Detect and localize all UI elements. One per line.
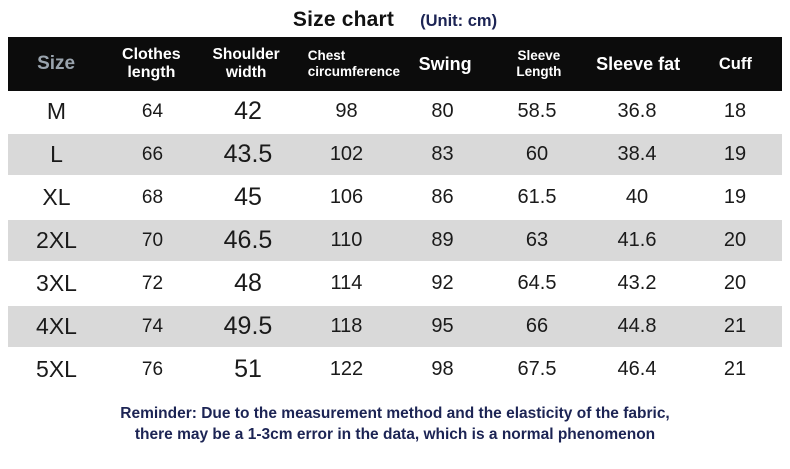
page-title: Size chart bbox=[292, 8, 395, 31]
table-cell: 67.5 bbox=[517, 358, 557, 380]
table-row: 3XL 72 48 114 92 64.5 43.2 20 bbox=[8, 263, 782, 306]
table-cell: 3XL bbox=[36, 270, 77, 296]
table-cell: 36.8 bbox=[617, 100, 657, 122]
header-cell: Clothes length bbox=[122, 45, 181, 81]
table-header-row: Size Clothes length Shoulder width Chest circu… bbox=[8, 37, 782, 91]
table-cell: 70 bbox=[141, 229, 164, 251]
table-cell: 20 bbox=[723, 272, 747, 294]
unit-label: (Unit: cm) bbox=[420, 12, 498, 30]
table-cell: 98 bbox=[335, 100, 358, 122]
table-cell: 72 bbox=[141, 272, 164, 294]
table-cell: 21 bbox=[723, 315, 747, 337]
table-row: 5XL 76 51 122 98 67.5 46.4 21 bbox=[8, 349, 782, 392]
table-cell: 60 bbox=[525, 143, 549, 165]
table-cell: 4XL bbox=[36, 313, 77, 339]
header-cell: Swing bbox=[418, 53, 472, 74]
reminder-line-2: there may be a 1-3cm error in the data, … bbox=[134, 425, 656, 443]
table-cell: 114 bbox=[330, 272, 363, 294]
table-cell: 43.5 bbox=[223, 140, 273, 168]
table-row: 2XL 70 46.5 110 89 63 41.6 20 bbox=[8, 220, 782, 263]
table-cell: 58.5 bbox=[517, 100, 557, 122]
table-cell: 43.2 bbox=[617, 272, 657, 294]
table-cell: 92 bbox=[431, 272, 454, 294]
table-cell: 80 bbox=[431, 100, 454, 122]
table-cell: 76 bbox=[141, 358, 164, 380]
table-cell: 102 bbox=[329, 143, 364, 165]
table-cell: 21 bbox=[723, 358, 747, 380]
table-cell: 66 bbox=[525, 315, 549, 337]
table-cell: 38.4 bbox=[617, 143, 657, 165]
header-cell: Sleeve Length bbox=[516, 48, 562, 79]
header-cell: Cuff bbox=[718, 54, 752, 73]
header-cell: Chest circumference bbox=[307, 48, 401, 79]
table-cell: 44.8 bbox=[617, 315, 657, 337]
table-cell: 63 bbox=[525, 229, 549, 251]
table-cell: 74 bbox=[141, 315, 164, 337]
table-cell: 40 bbox=[625, 186, 649, 208]
table-row: L 66 43.5 102 83 60 38.4 19 bbox=[8, 134, 782, 177]
header-cell: Sleeve fat bbox=[596, 53, 681, 74]
table-cell: 19 bbox=[723, 186, 747, 208]
table-cell: 51 bbox=[234, 355, 262, 383]
table-cell: M bbox=[46, 98, 67, 124]
size-table: Size Clothes length Shoulder width Chest circu… bbox=[8, 37, 782, 392]
table-row: M 64 42 98 80 58.5 36.8 18 bbox=[8, 91, 782, 134]
table-cell: 49.5 bbox=[223, 312, 273, 340]
header-cell: Size bbox=[37, 53, 76, 75]
header-cell: Shoulder width bbox=[212, 46, 280, 81]
table-cell: 64.5 bbox=[517, 272, 557, 294]
table-cell: 46.5 bbox=[223, 226, 273, 254]
table-cell: 46.4 bbox=[617, 358, 657, 380]
table-cell: 68 bbox=[141, 186, 164, 208]
table-cell: 5XL bbox=[36, 356, 77, 382]
table-cell: 106 bbox=[329, 186, 364, 208]
table-cell: 64 bbox=[141, 100, 164, 122]
table-body: M 64 42 98 80 58.5 36.8 18 L 66 43.5 102 83 60 38.4 19 X… bbox=[8, 91, 782, 392]
table-row: 4XL 74 49.5 118 95 66 44.8 21 bbox=[8, 306, 782, 349]
table-cell: 2XL bbox=[36, 227, 77, 253]
table-cell: 20 bbox=[723, 229, 747, 251]
table-cell: 19 bbox=[723, 143, 747, 165]
table-cell: 66 bbox=[141, 143, 164, 165]
table-cell: 42 bbox=[234, 97, 262, 125]
table-cell: 95 bbox=[431, 315, 454, 337]
table-cell: 89 bbox=[431, 229, 454, 251]
table-cell: 122 bbox=[329, 358, 364, 380]
table-cell: 110 bbox=[330, 229, 363, 251]
reminder-line-1: Reminder: Due to the measurement method … bbox=[120, 405, 670, 422]
table-cell: 83 bbox=[431, 143, 454, 165]
table-row: XL 68 45 106 86 61.5 40 19 bbox=[8, 177, 782, 220]
table-cell: 48 bbox=[234, 269, 262, 297]
table-cell: 118 bbox=[330, 315, 363, 337]
page-header: Size chart (Unit: cm) bbox=[0, 0, 790, 34]
table-cell: L bbox=[50, 141, 63, 167]
table-cell: 98 bbox=[431, 358, 454, 380]
table-cell: 86 bbox=[431, 186, 454, 208]
table-cell: 18 bbox=[723, 100, 747, 122]
reminder-note: Reminder: Due to the measurement method … bbox=[0, 404, 790, 446]
table-cell: 41.6 bbox=[617, 229, 657, 251]
table-cell: 45 bbox=[234, 183, 262, 211]
table-cell: 61.5 bbox=[517, 186, 557, 208]
table-cell: XL bbox=[42, 184, 71, 210]
